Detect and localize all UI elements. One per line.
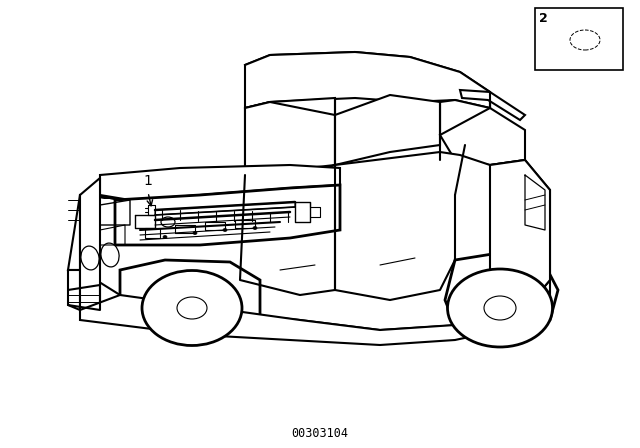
Ellipse shape: [177, 297, 207, 319]
Polygon shape: [80, 178, 100, 310]
Polygon shape: [335, 95, 440, 165]
Bar: [535, 8, 623, 70]
Ellipse shape: [163, 236, 167, 238]
Polygon shape: [80, 165, 335, 200]
Ellipse shape: [484, 296, 516, 320]
Ellipse shape: [447, 269, 552, 347]
Text: 1: 1: [143, 174, 152, 188]
Polygon shape: [68, 270, 80, 310]
Polygon shape: [440, 100, 490, 145]
Ellipse shape: [161, 217, 175, 227]
Ellipse shape: [193, 232, 197, 234]
Polygon shape: [245, 52, 490, 108]
Text: 00303104: 00303104: [291, 427, 349, 440]
Ellipse shape: [101, 243, 119, 267]
Polygon shape: [445, 252, 558, 338]
Polygon shape: [68, 195, 80, 270]
Polygon shape: [245, 52, 490, 108]
Polygon shape: [80, 152, 550, 330]
Text: 2: 2: [539, 12, 548, 25]
Polygon shape: [490, 160, 550, 320]
Ellipse shape: [81, 246, 99, 270]
Polygon shape: [245, 98, 335, 180]
Ellipse shape: [253, 227, 257, 229]
Polygon shape: [100, 165, 340, 200]
Polygon shape: [440, 108, 525, 165]
Polygon shape: [460, 90, 525, 120]
Polygon shape: [80, 280, 550, 345]
Polygon shape: [115, 185, 340, 245]
Ellipse shape: [223, 228, 227, 232]
Polygon shape: [120, 260, 260, 330]
Ellipse shape: [142, 271, 242, 345]
Polygon shape: [245, 102, 335, 180]
